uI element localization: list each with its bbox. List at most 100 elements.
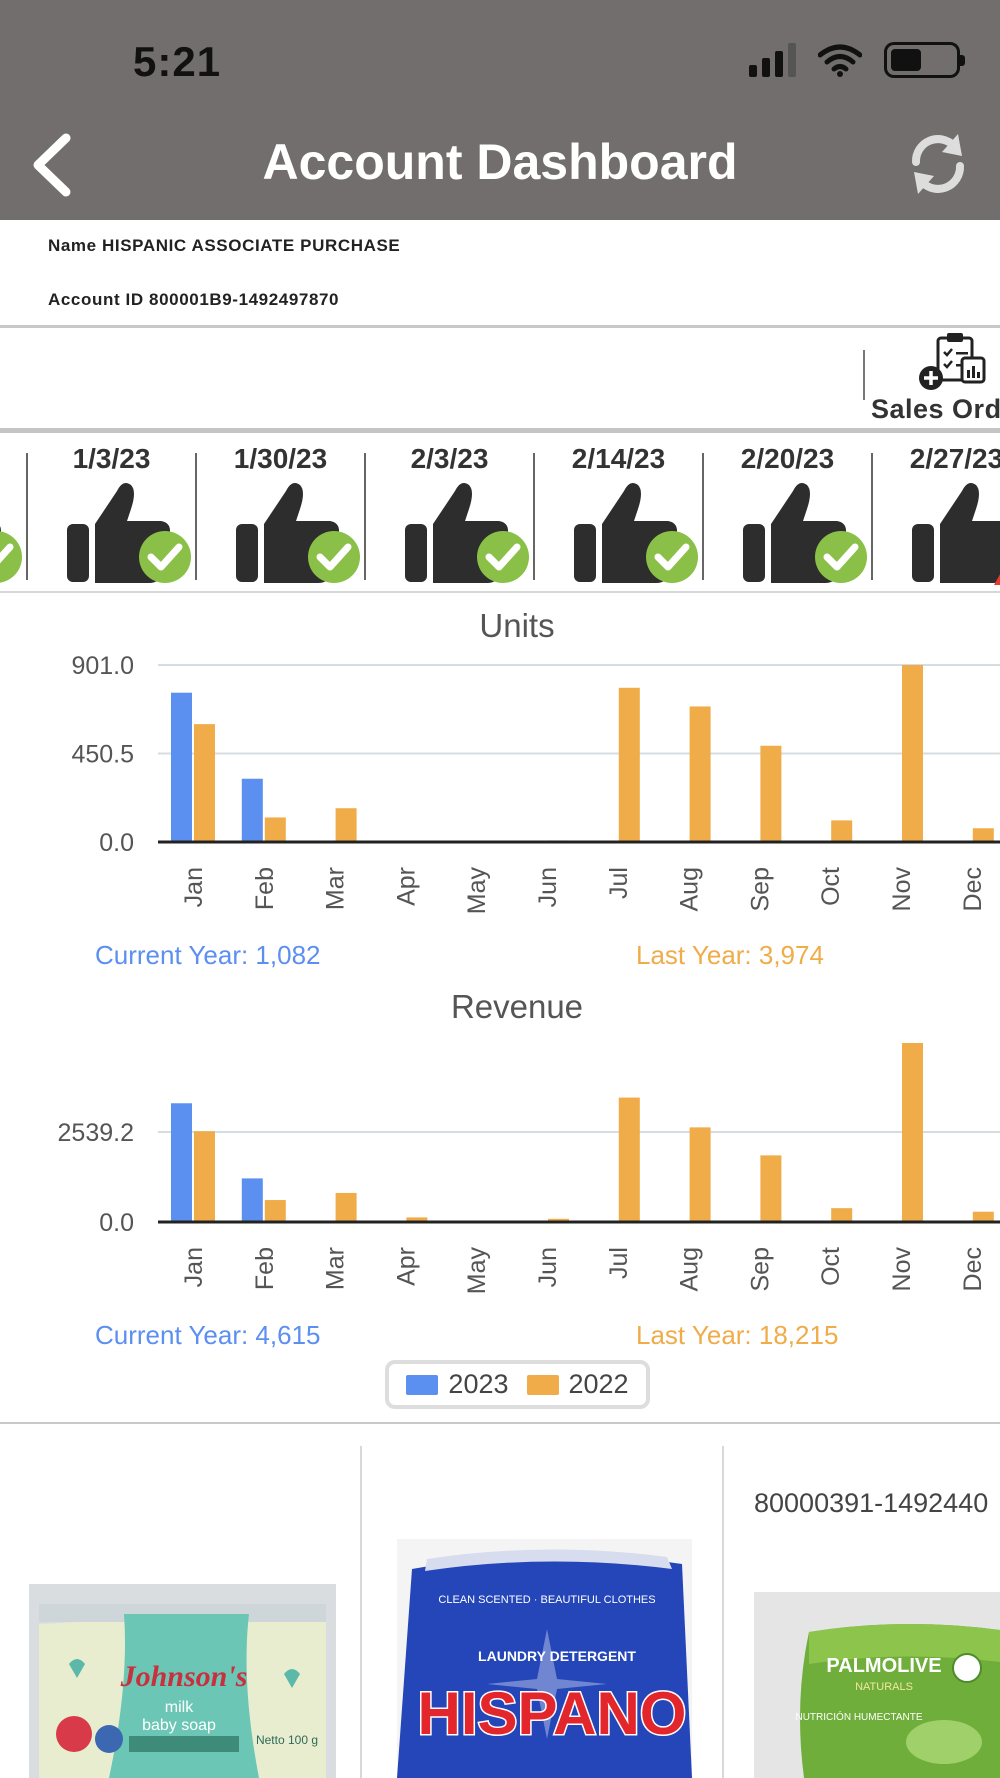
divider [360, 1446, 362, 1778]
product-image-johnsons-baby-soap: Johnson's milk baby soap Netto 100 g [29, 1584, 336, 1778]
bar-2022-jul[interactable] [618, 1097, 640, 1222]
x-tick-label: Apr [392, 867, 420, 906]
divider [702, 453, 704, 580]
bar-2022-dec[interactable] [972, 828, 994, 842]
bar-2022-jun[interactable] [548, 1218, 569, 1222]
x-tick-label: Sep [746, 1247, 774, 1291]
cellular-signal-icon [749, 43, 796, 77]
wifi-icon [818, 44, 862, 77]
units-chart: 0.0 450.5 901.0 Jan Feb Mar Apr May Jun Jul Aug Sep… [0, 640, 1000, 930]
x-tick-label: Jan [180, 867, 208, 907]
svg-text:milk: milk [165, 1699, 194, 1716]
bar-2022-feb[interactable] [264, 1200, 286, 1222]
thumbs-up-warning-icon: ! [912, 483, 1000, 585]
x-tick-label: May [463, 1247, 491, 1295]
bar-2022-jan[interactable] [194, 1131, 215, 1222]
bar-2023-jan[interactable] [171, 692, 192, 842]
svg-text:baby soap: baby soap [142, 1717, 216, 1734]
visit-date: 1/3/23 [72, 443, 151, 474]
divider [26, 453, 28, 580]
bar-2023-feb[interactable] [241, 778, 263, 842]
bar-2022-nov[interactable] [902, 1043, 923, 1222]
svg-text:LAUNDRY DETERGENT: LAUNDRY DETERGENT [478, 1648, 636, 1664]
bar-2022-aug[interactable] [689, 1127, 711, 1222]
legend-label: 2023 [448, 1369, 509, 1399]
bar-2022-aug[interactable] [689, 706, 711, 842]
visit-item[interactable]: 2/3/23 [365, 433, 534, 591]
bar-2022-dec[interactable] [972, 1211, 994, 1222]
back-button[interactable] [28, 130, 78, 200]
product-list[interactable]: Johnson's milk baby soap Netto 100 g CLE… [0, 1424, 1000, 1778]
units-chart-title: Units [479, 607, 555, 644]
divider [722, 1446, 724, 1778]
thumbs-up-check-icon [574, 483, 698, 583]
visit-item[interactable] [0, 433, 27, 591]
x-tick-label: Oct [817, 867, 845, 906]
x-tick-label: Aug [676, 867, 704, 911]
x-tick-label: Dec [959, 1247, 987, 1291]
divider [0, 1422, 1000, 1424]
divider [364, 453, 366, 580]
product-card-palmolive[interactable]: PALMOLIVE NATURALS NUTRICIÓN HUMECTANTE [754, 1592, 1000, 1778]
bar-2023-jan[interactable] [171, 1103, 192, 1222]
x-tick-label: Jan [180, 1247, 208, 1287]
bar-2022-apr[interactable] [406, 1217, 428, 1222]
sales-order-button[interactable]: Sales Ord [868, 330, 1000, 425]
x-tick-label: Sep [746, 867, 774, 911]
divider [0, 591, 1000, 593]
divider [863, 350, 865, 400]
bar-2022-jan[interactable] [194, 724, 215, 842]
bar-2022-mar[interactable] [335, 1192, 357, 1222]
bar-2022-sep[interactable] [760, 745, 782, 842]
product-card-hispano[interactable]: CLEAN SCENTED · BEAUTIFUL CLOTHES LAUNDR… [397, 1539, 692, 1778]
thumbs-up-check-icon [743, 483, 867, 583]
bar-2022-jul[interactable] [618, 687, 640, 842]
chart-legend[interactable]: 2023 2022 [385, 1360, 650, 1409]
visit-item[interactable]: 2/27/23! [872, 433, 1000, 591]
thumbs-up-check-icon [236, 483, 360, 583]
svg-text:NUTRICIÓN HUMECTANTE: NUTRICIÓN HUMECTANTE [795, 1710, 922, 1723]
revenue-chart-title: Revenue [450, 988, 584, 1025]
x-tick-label: Feb [251, 1247, 279, 1290]
svg-text:PALMOLIVE: PALMOLIVE [826, 1655, 941, 1677]
product-id: 80000391-1492440 [754, 1488, 989, 1518]
page-title: Account Dashboard [262, 134, 738, 190]
y-tick-label: 0.0 [99, 829, 134, 857]
bar-2022-feb[interactable] [264, 817, 286, 842]
legend-item-2022[interactable]: 2022 [526, 1369, 629, 1400]
bar-2022-oct[interactable] [831, 1208, 853, 1222]
units-last-year-total: Last Year: 3,974 [636, 940, 824, 970]
y-tick-label: 901.0 [71, 652, 134, 680]
battery-icon [884, 42, 965, 78]
status-icons [749, 42, 965, 78]
refresh-button[interactable] [906, 132, 970, 196]
svg-text:Johnson's: Johnson's [120, 1660, 248, 1693]
visit-date: 2/3/23 [410, 443, 489, 474]
svg-text:CLEAN SCENTED · BEAUTIFUL CLOT: CLEAN SCENTED · BEAUTIFUL CLOTHES [438, 1594, 655, 1606]
revenue-chart: 0.0 2539.2 Jan Feb Mar Apr May Jun Jul Aug Sep Oct N… [0, 1020, 1000, 1310]
x-tick-label: Dec [959, 867, 987, 911]
x-tick-label: Feb [251, 867, 279, 910]
visit-item[interactable]: 1/3/23 [27, 433, 196, 591]
visit-history-strip[interactable]: 1/3/23 1/30/23 2/3/23 2/14/23 2/20/23 2/27/23… [0, 433, 1000, 591]
x-tick-label: Mar [322, 867, 350, 910]
legend-item-2023[interactable]: 2023 [406, 1369, 509, 1400]
x-tick-label: Jun [534, 867, 562, 907]
legend-swatch [526, 1374, 559, 1395]
visit-item[interactable]: 2/20/23 [703, 433, 872, 591]
bar-2022-nov[interactable] [902, 665, 923, 842]
visit-item[interactable]: 1/30/23 [196, 433, 365, 591]
x-tick-label: May [463, 867, 491, 915]
product-card-johnsons[interactable]: Johnson's milk baby soap Netto 100 g [29, 1584, 336, 1778]
revenue-current-year-total: Current Year: 4,615 [95, 1320, 321, 1350]
bar-2022-sep[interactable] [760, 1155, 782, 1222]
svg-text:Netto 100 g: Netto 100 g [256, 1733, 318, 1747]
x-tick-label: Jun [534, 1247, 562, 1287]
bar-2023-feb[interactable] [241, 1178, 263, 1222]
x-tick-label: Nov [888, 1247, 916, 1292]
bar-2022-mar[interactable] [335, 808, 357, 842]
units-current-year-total: Current Year: 1,082 [95, 940, 321, 970]
visit-item[interactable]: 2/14/23 [534, 433, 703, 591]
divider [0, 325, 1000, 328]
bar-2022-oct[interactable] [831, 820, 853, 842]
